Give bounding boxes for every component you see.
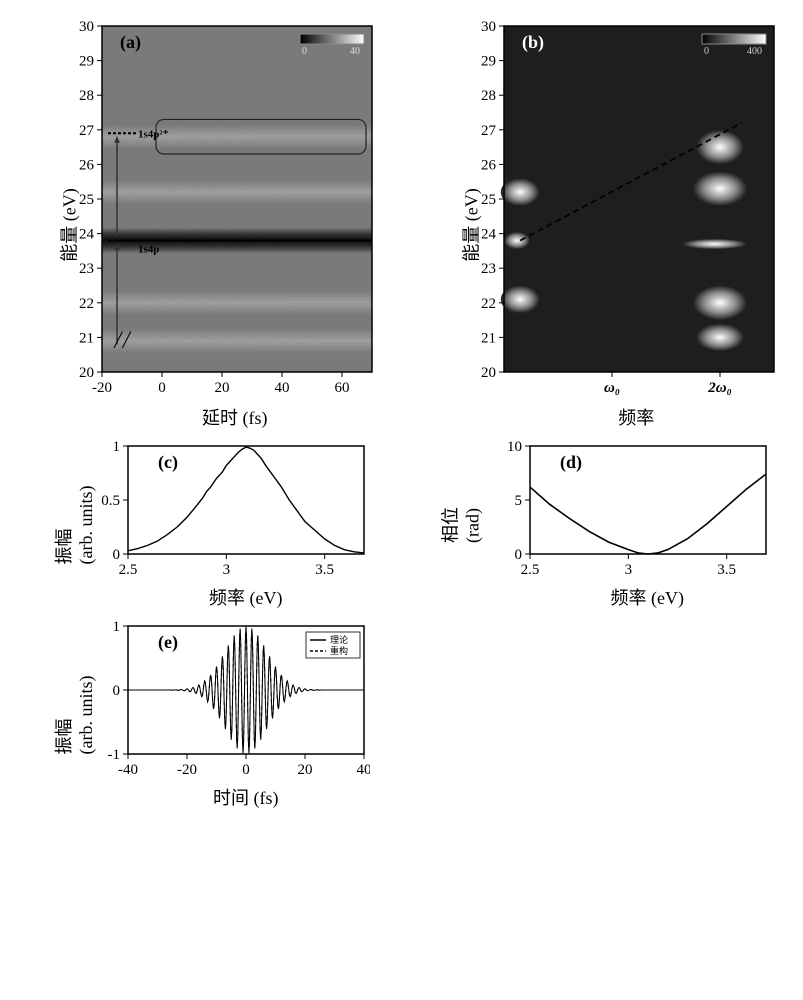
svg-text:1s4p: 1s4p <box>138 244 159 256</box>
svg-text:3.5: 3.5 <box>717 562 736 578</box>
panel-a-xlabel: 延时 (fs) <box>68 404 402 430</box>
svg-text:2.5: 2.5 <box>520 562 539 578</box>
panel-c-plot: 0 0.5 1 2.5 3 3.5 (c) <box>90 440 370 580</box>
svg-text:(a): (a) <box>120 32 141 53</box>
svg-text:20: 20 <box>298 762 313 778</box>
svg-text:2.5: 2.5 <box>119 562 138 578</box>
svg-text:23: 23 <box>79 261 94 277</box>
svg-text:60: 60 <box>335 380 350 396</box>
svg-text:30: 30 <box>79 20 94 35</box>
svg-text:3: 3 <box>223 562 231 578</box>
svg-text:10: 10 <box>507 440 522 455</box>
panel-b-xlabel: 频率 <box>470 404 803 430</box>
panel-c: 振幅(arb. units) 0 0.5 1 2.5 3 3.5 (c) 频率 (eV) <box>20 440 402 610</box>
svg-text:0: 0 <box>113 683 121 699</box>
svg-text:理论: 理论 <box>330 634 348 645</box>
panel-c-xlabel: 频率 (eV) <box>90 584 402 610</box>
panel-d-xlabel: 频率 (eV) <box>492 584 803 610</box>
panel-a-plot: 1s4p1s4p²⁺╱╱2021222324252627282930-20020… <box>68 20 378 400</box>
svg-text:1: 1 <box>113 440 121 455</box>
panel-d: 相位(rad) 0 5 10 2.5 3 3.5 (d) 频率 (eV) <box>422 440 803 610</box>
panel-e-xlabel: 时间 (fs) <box>90 784 402 810</box>
svg-text:40: 40 <box>275 380 290 396</box>
svg-text:╱╱: ╱╱ <box>113 331 132 348</box>
svg-text:0: 0 <box>302 46 307 57</box>
panel-e-plot: -1 0 1 -40 -20 0 20 40 (e) 理论重构 <box>90 620 370 780</box>
svg-text:20: 20 <box>481 365 496 381</box>
svg-text:(d): (d) <box>560 452 582 473</box>
svg-text:0: 0 <box>242 762 250 778</box>
svg-text:27: 27 <box>79 123 95 139</box>
panel-b: 能量 (eV) 2021222324252627282930ω₀2ω₀(b)04… <box>422 20 803 430</box>
svg-text:0: 0 <box>158 380 166 396</box>
svg-text:28: 28 <box>79 88 94 104</box>
panel-b-ylabel: 能量 (eV) <box>457 188 483 261</box>
svg-text:22: 22 <box>79 296 94 312</box>
svg-text:30: 30 <box>481 20 496 35</box>
svg-text:26: 26 <box>79 157 95 173</box>
svg-text:0.5: 0.5 <box>101 493 120 509</box>
svg-text:21: 21 <box>481 330 496 346</box>
svg-text:40: 40 <box>350 46 360 57</box>
panel-d-ylabel: 相位(rad) <box>436 507 483 543</box>
svg-text:29: 29 <box>481 54 496 70</box>
svg-text:28: 28 <box>481 88 496 104</box>
svg-text:(e): (e) <box>158 632 178 653</box>
svg-text:20: 20 <box>79 365 94 381</box>
svg-text:-1: -1 <box>108 747 121 763</box>
panel-c-ylabel: 振幅(arb. units) <box>50 486 97 565</box>
svg-text:-20: -20 <box>177 762 197 778</box>
svg-text:21: 21 <box>79 330 94 346</box>
panel-e-ylabel: 振幅(arb. units) <box>50 676 97 755</box>
svg-text:3.5: 3.5 <box>315 562 334 578</box>
svg-text:22: 22 <box>481 296 496 312</box>
panel-a-ylabel: 能量 (eV) <box>56 188 82 261</box>
svg-text:29: 29 <box>79 54 94 70</box>
panel-b-plot: 2021222324252627282930ω₀2ω₀(b)0400 <box>470 20 780 400</box>
svg-text:40: 40 <box>357 762 371 778</box>
svg-text:2ω₀: 2ω₀ <box>707 380 732 396</box>
svg-text:26: 26 <box>481 157 497 173</box>
panel-d-plot: 0 5 10 2.5 3 3.5 (d) <box>492 440 772 580</box>
svg-text:0: 0 <box>704 46 709 57</box>
svg-text:ω₀: ω₀ <box>603 380 619 396</box>
svg-text:0: 0 <box>514 547 522 563</box>
svg-text:20: 20 <box>215 380 230 396</box>
svg-text:5: 5 <box>514 493 522 509</box>
svg-text:(b): (b) <box>522 32 544 53</box>
svg-text:1: 1 <box>113 620 121 635</box>
svg-text:-40: -40 <box>118 762 138 778</box>
svg-text:-20: -20 <box>92 380 112 396</box>
svg-text:0: 0 <box>113 547 121 563</box>
svg-text:(c): (c) <box>158 452 178 473</box>
svg-text:1s4p²⁺: 1s4p²⁺ <box>138 128 169 140</box>
svg-text:23: 23 <box>481 261 496 277</box>
panel-a: 能量 (eV) 1s4p1s4p²⁺╱╱20212223242526272829… <box>20 20 402 430</box>
svg-text:3: 3 <box>624 562 632 578</box>
svg-text:400: 400 <box>747 46 762 57</box>
svg-text:重构: 重构 <box>330 645 348 656</box>
panel-e: 振幅(arb. units) -1 0 1 -40 -20 0 20 40 (e) 理论重构 时间… <box>20 620 402 810</box>
svg-text:27: 27 <box>481 123 497 139</box>
